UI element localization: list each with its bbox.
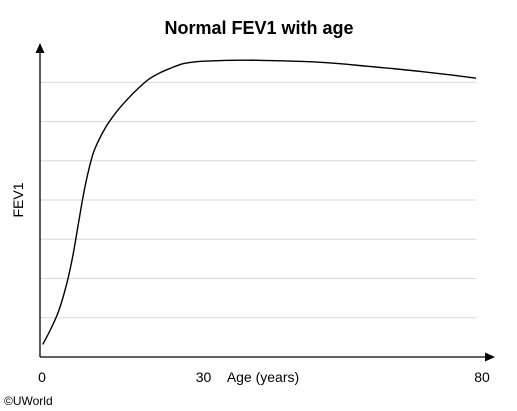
y-axis-label: FEV1 <box>10 182 26 217</box>
copyright-text: ©UWorld <box>4 394 53 408</box>
grid-lines <box>40 81 476 319</box>
chart-title: Normal FEV1 with age <box>164 18 353 38</box>
x-axis-arrow-icon <box>485 352 495 362</box>
x-tick-label: 0 <box>38 369 46 385</box>
x-tick-label: 30 <box>196 369 212 385</box>
series-line-fev1 <box>42 59 477 345</box>
x-tick-labels: 0 30 80 <box>38 369 490 385</box>
x-axis-label: Age (years) <box>227 369 299 385</box>
x-tick-label: 80 <box>474 369 490 385</box>
y-axis-arrow-icon <box>35 43 45 53</box>
